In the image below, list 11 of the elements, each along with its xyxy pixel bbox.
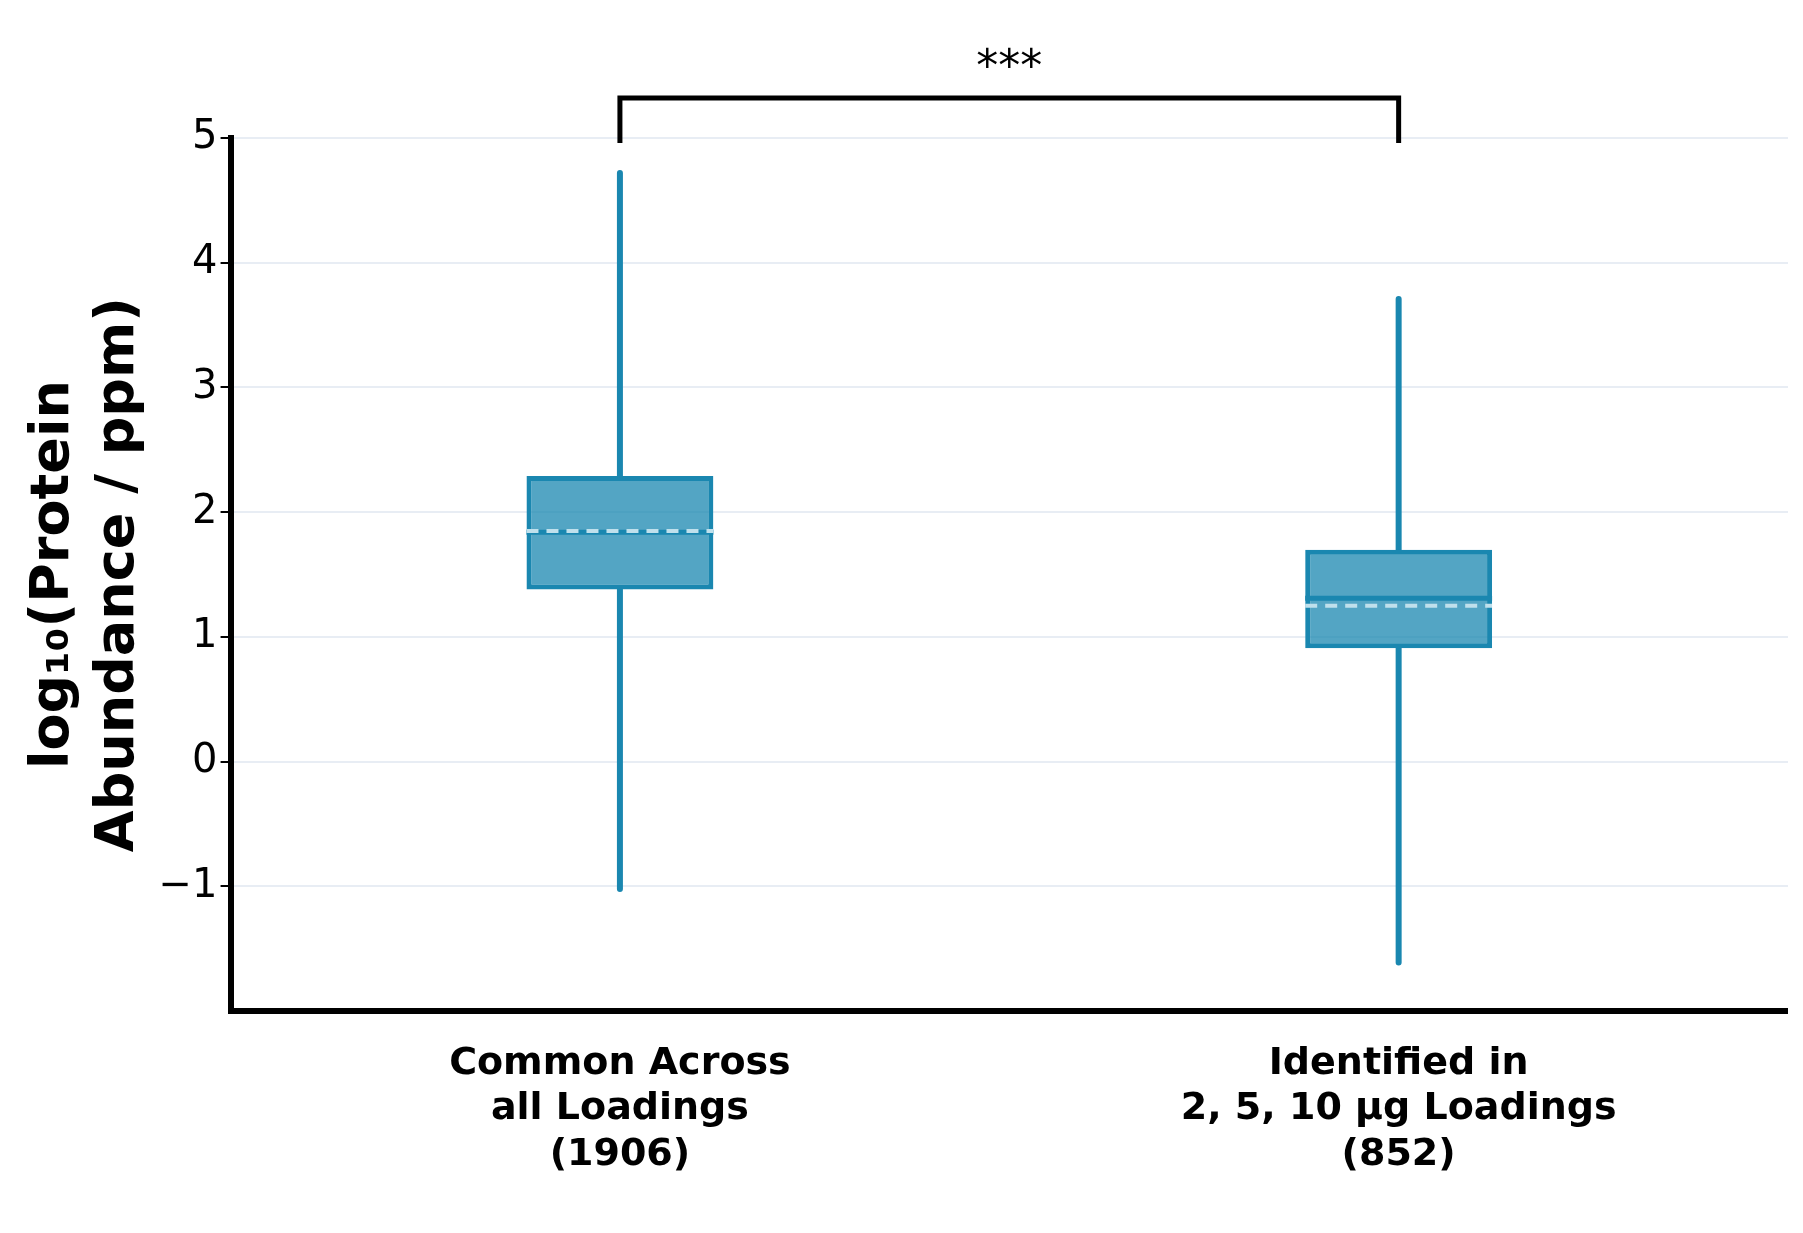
y-axis-title: log₁₀(Protein Abundance / ppm) <box>18 297 147 853</box>
y-tick-label: 0 <box>192 735 218 782</box>
y-tick-label: 5 <box>192 111 218 158</box>
y-tick-label: −1 <box>158 859 218 906</box>
y-tick-label: 3 <box>192 360 218 407</box>
y-tick-label: 4 <box>192 236 218 283</box>
y-tick-label: 2 <box>192 485 218 532</box>
x-tick-label: Common Across all Loadings (1906) <box>449 1038 791 1175</box>
text: *** <box>976 40 1043 92</box>
y-tick-label: 1 <box>192 610 218 657</box>
x-tick-label: Identified in 2, 5, 10 µg Loadings (852) <box>1180 1038 1617 1175</box>
